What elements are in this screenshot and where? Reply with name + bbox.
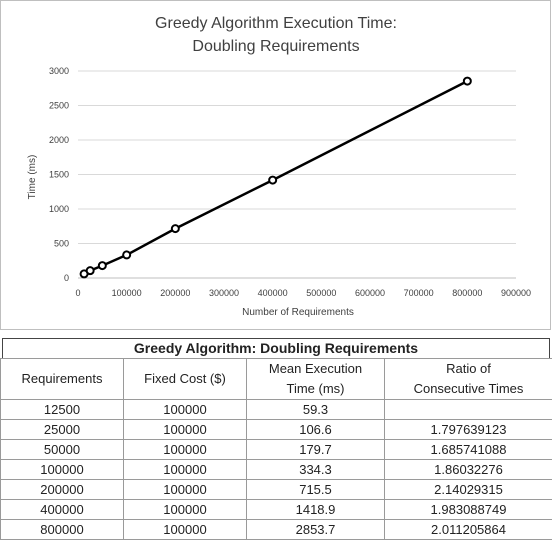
table-cell: 100000 bbox=[1, 460, 124, 480]
data-point bbox=[464, 78, 471, 85]
table-cell: 2.14029315 bbox=[385, 480, 552, 500]
table-cell: 100000 bbox=[124, 440, 247, 460]
x-tick-label: 0 bbox=[75, 288, 80, 298]
grid-lines bbox=[78, 71, 516, 244]
table-cell: 100000 bbox=[124, 400, 247, 420]
table-cell: 1.797639123 bbox=[385, 420, 552, 440]
y-tick-label: 1500 bbox=[49, 170, 69, 180]
table-title: Greedy Algorithm: Doubling Requirements bbox=[2, 338, 550, 358]
data-point bbox=[123, 251, 130, 258]
x-axis-label: Number of Requirements bbox=[242, 307, 354, 318]
data-point bbox=[172, 225, 179, 232]
chart-title-line2: Doubling Requirements bbox=[192, 38, 359, 55]
x-tick-label: 800000 bbox=[452, 288, 482, 298]
y-tick-label: 3000 bbox=[49, 66, 69, 76]
column-header-text: Time (ms) bbox=[247, 379, 384, 399]
table-cell: 12500 bbox=[1, 400, 124, 420]
chart-title-line1: Greedy Algorithm Execution Time: bbox=[155, 15, 397, 32]
table-cell: 25000 bbox=[1, 420, 124, 440]
table-cell: 100000 bbox=[124, 460, 247, 480]
x-tick-label: 100000 bbox=[112, 288, 142, 298]
column-header: Requirements bbox=[1, 359, 124, 400]
x-tick-label: 600000 bbox=[355, 288, 385, 298]
data-series bbox=[81, 78, 471, 278]
y-tick-label: 2500 bbox=[49, 101, 69, 111]
table-cell: 59.3 bbox=[247, 400, 385, 420]
x-tick-label: 300000 bbox=[209, 288, 239, 298]
data-point bbox=[99, 262, 106, 269]
column-header-text: Mean Execution bbox=[247, 359, 384, 379]
table-cell: 1418.9 bbox=[247, 500, 385, 520]
column-header: Fixed Cost ($) bbox=[124, 359, 247, 400]
line-chart: Greedy Algorithm Execution Time: Doublin… bbox=[1, 1, 552, 331]
table-cell: 400000 bbox=[1, 500, 124, 520]
table-cell: 106.6 bbox=[247, 420, 385, 440]
results-table-section: Greedy Algorithm: Doubling Requirements … bbox=[0, 338, 552, 540]
y-tick-label: 1000 bbox=[49, 204, 69, 214]
table-cell: 334.3 bbox=[247, 460, 385, 480]
column-header-text: Consecutive Times bbox=[385, 379, 552, 399]
x-tick-label: 700000 bbox=[404, 288, 434, 298]
table-cell: 1.983088749 bbox=[385, 500, 552, 520]
column-header-text: Fixed Cost ($) bbox=[124, 369, 246, 389]
table-cell bbox=[385, 400, 552, 420]
table-cell: 715.5 bbox=[247, 480, 385, 500]
data-point bbox=[269, 177, 276, 184]
table-cell: 50000 bbox=[1, 440, 124, 460]
table-cell: 1.685741088 bbox=[385, 440, 552, 460]
x-tick-label: 200000 bbox=[160, 288, 190, 298]
y-tick-label: 2000 bbox=[49, 135, 69, 145]
tick-labels: 0 500 1000 1500 2000 2500 3000 0 100000 200000 300… bbox=[49, 66, 531, 298]
column-header-text: Ratio of bbox=[385, 359, 552, 379]
table-cell: 100000 bbox=[124, 420, 247, 440]
x-tick-label: 500000 bbox=[306, 288, 336, 298]
table-cell: 179.7 bbox=[247, 440, 385, 460]
column-header-text: Requirements bbox=[1, 369, 123, 389]
table-cell: 200000 bbox=[1, 480, 124, 500]
y-tick-label: 0 bbox=[64, 273, 69, 283]
table-cell: 100000 bbox=[124, 480, 247, 500]
chart-frame: Greedy Algorithm Execution Time: Doublin… bbox=[0, 0, 551, 330]
data-point bbox=[87, 267, 94, 274]
table-cell: 1.86032276 bbox=[385, 460, 552, 480]
table-cell: 100000 bbox=[124, 500, 247, 520]
y-tick-label: 500 bbox=[54, 239, 69, 249]
x-tick-label: 900000 bbox=[501, 288, 531, 298]
x-tick-label: 400000 bbox=[258, 288, 288, 298]
y-axis-label: Time (ms) bbox=[27, 155, 38, 200]
